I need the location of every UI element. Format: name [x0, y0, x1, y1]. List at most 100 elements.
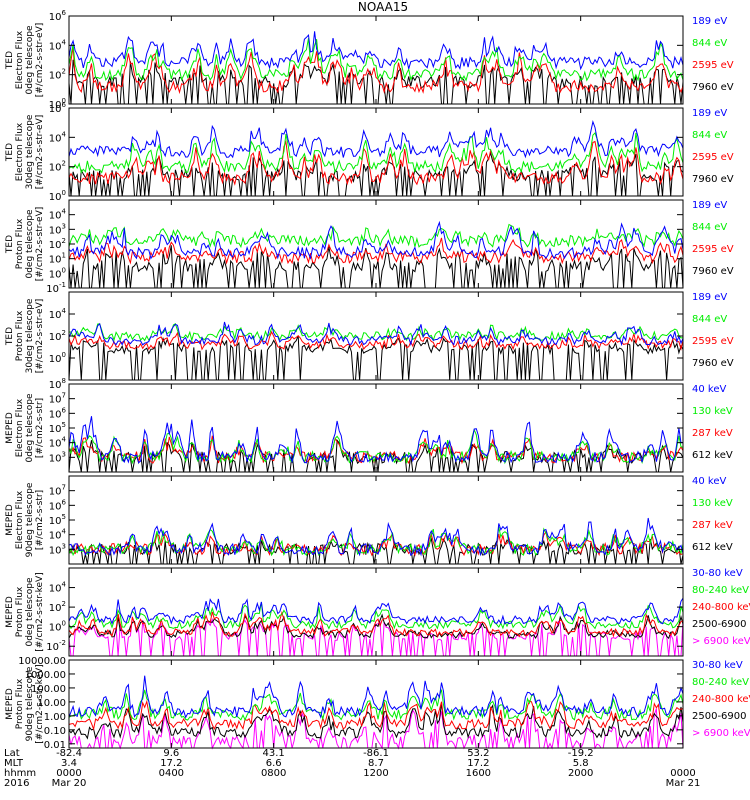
y-axis-label-line: TED	[5, 51, 15, 70]
footer-lat-label: -86.1	[363, 748, 389, 759]
legend-entry: > 6900 keV	[692, 728, 750, 739]
y-tick-label: 104	[49, 307, 67, 321]
legend-entry: 30-80 keV	[692, 568, 743, 579]
series-trace-red	[68, 140, 684, 186]
footer-row-label: 2016	[4, 778, 29, 789]
y-axis-label: TEDElectron Flux0deg telescope[#/cm2-s-s…	[5, 23, 45, 98]
y-tick-label: 10-1	[46, 281, 66, 295]
series-trace-black	[68, 245, 684, 289]
y-axis-label: MEPEDElectron Flux0deg telescope[#/cm2-s…	[5, 393, 45, 463]
legend-entry: 189 eV	[692, 292, 727, 303]
y-tick-label: 105	[49, 421, 66, 435]
y-tick-label: 100	[49, 351, 66, 365]
footer-mlt-label: 17.2	[467, 758, 489, 769]
footer-lat-label: -19.2	[568, 748, 594, 759]
series-trace-blue	[68, 31, 684, 71]
y-tick-label: 10-2	[46, 639, 66, 653]
series-trace-blue	[68, 321, 684, 347]
y-axis-label-line: MEPED	[5, 412, 15, 444]
y-axis-label-line: Electron Flux	[15, 490, 25, 549]
y-tick-label: 102	[49, 237, 66, 251]
series-trace-black	[68, 335, 684, 381]
y-axis-label-line: MEPED	[5, 504, 15, 536]
series-trace-black	[68, 613, 684, 640]
footer-lat-label: 43.1	[263, 748, 285, 759]
footer-mlt-label: 17.2	[160, 758, 182, 769]
legend-entry: 7960 eV	[692, 174, 734, 185]
y-axis-label: MEPEDProton Flux90deg telescope[#/cm2-s-…	[5, 664, 45, 743]
panel-7: 10-2 100 102 104 MEPEDProton Flux0deg telesc…	[5, 567, 750, 657]
y-tick-label: 106	[49, 498, 67, 512]
series-trace-red	[68, 610, 684, 638]
legend-entry: 7960 eV	[692, 82, 734, 93]
y-axis-label-line: 0deg telescope	[25, 209, 35, 279]
y-axis-label-line: 0deg telescope	[25, 577, 35, 647]
series-trace-green	[68, 38, 684, 82]
y-tick-label: 0.10	[44, 726, 66, 737]
legend-entry: 844 eV	[692, 38, 727, 49]
legend-entry: 189 eV	[692, 16, 727, 27]
panel-2: 100 102 104 106 TEDElectron Flux30deg telesc…	[5, 101, 734, 203]
y-axis-label-line: 30deg telescope	[25, 298, 35, 373]
y-axis-label-line: TED	[5, 327, 15, 346]
y-tick-label: 104	[49, 581, 67, 595]
footer-hhmm-label: 1600	[466, 768, 491, 779]
legend-entry: 130 keV	[692, 498, 733, 509]
series-trace-blue	[68, 675, 684, 719]
series-trace-green	[68, 526, 684, 557]
legend-entry: 2595 eV	[692, 244, 734, 255]
y-axis-label: TEDElectron Flux30deg telescope[#/cm2-s-…	[5, 114, 45, 189]
series-trace-blue	[68, 517, 684, 557]
series-trace-blue	[68, 220, 684, 260]
y-tick-label: 106	[49, 9, 67, 23]
y-axis-label-line: Proton Flux	[15, 218, 25, 269]
y-axis-label-line: 0deg telescope	[25, 25, 35, 95]
series-trace-green	[68, 323, 684, 343]
footer-lat-label: 53.2	[467, 748, 489, 759]
y-tick-label: 104	[49, 130, 67, 144]
y-tick-label: 100	[49, 620, 66, 634]
footer-lat-label: -82.4	[56, 748, 82, 759]
y-tick-label: 103	[49, 222, 66, 236]
y-tick-label: 100.00	[31, 684, 66, 695]
y-axis-label-line: [#/cm2-s-str-eV]	[35, 115, 45, 190]
y-tick-label: 108	[49, 377, 66, 391]
plot-title: NOAA15	[358, 0, 408, 14]
panel-frame	[68, 199, 684, 289]
y-tick-label: 102	[49, 600, 66, 614]
y-axis-label-line: [#/cm2-s-str]	[35, 398, 45, 458]
series-trace-blue	[68, 416, 684, 464]
y-tick-label: 102	[49, 329, 66, 343]
y-tick-label: 10.00	[37, 698, 66, 709]
y-tick-label: 107	[49, 392, 66, 406]
panel-frame	[68, 15, 684, 105]
y-tick-label: 105	[49, 513, 66, 527]
series-trace-green	[68, 223, 684, 249]
series-trace-black	[68, 702, 684, 740]
y-axis-label-line: [#/cm2-s-str]	[35, 490, 45, 550]
legend-entry: 844 eV	[692, 130, 727, 141]
y-axis-label-line: 90deg telescope	[25, 666, 35, 741]
y-tick-label: 107	[49, 484, 66, 498]
footer-hhmm-label: 1200	[363, 768, 388, 779]
footer-row-label: MLT	[4, 758, 24, 769]
y-axis-label: TEDProton Flux30deg telescope[#/cm2-s-st…	[5, 298, 45, 373]
series-trace-green	[68, 689, 684, 722]
y-axis-label-line: Electron Flux	[15, 398, 25, 457]
y-axis-label-line: Electron Flux	[15, 30, 25, 89]
footer-hhmm-label: 0000	[670, 768, 695, 779]
panel-4: 100 102 104 TEDProton Flux30deg telescope[#…	[5, 291, 734, 381]
legend-entry: 40 keV	[692, 384, 726, 395]
footer-row-label: hhmm	[4, 768, 36, 779]
y-tick-label: 103	[49, 450, 66, 464]
footer-hhmm-label: 2000	[568, 768, 593, 779]
series-trace-blue	[68, 120, 684, 159]
footer-hhmm-label: 0400	[159, 768, 184, 779]
legend-entry: 287 keV	[692, 428, 733, 439]
y-axis-label: MEPEDElectron Flux90deg telescope[#/cm2-…	[5, 482, 45, 557]
legend-entry: 189 eV	[692, 108, 727, 119]
